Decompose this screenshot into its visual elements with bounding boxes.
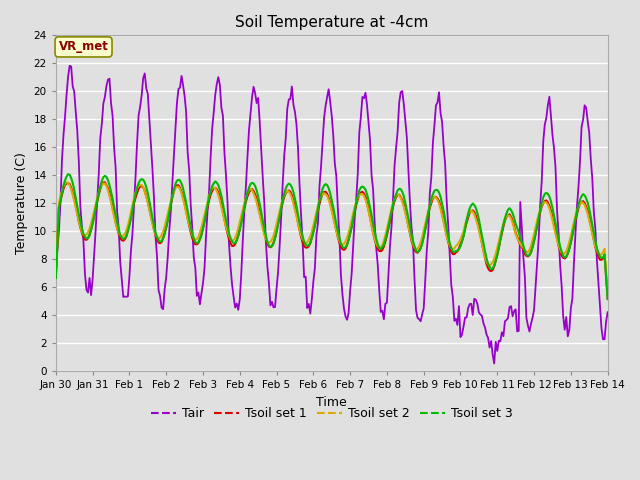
Tair bbox=[398, 88, 406, 94]
Tair bbox=[540, 139, 547, 144]
Tair bbox=[52, 271, 60, 277]
Tsoil set 1 bbox=[52, 275, 60, 281]
Tair bbox=[386, 243, 394, 249]
Tsoil set 2 bbox=[604, 292, 611, 298]
Tsoil set 1 bbox=[386, 218, 394, 224]
Tair bbox=[66, 63, 74, 69]
Line: Tsoil set 3: Tsoil set 3 bbox=[56, 174, 607, 299]
Tsoil set 3 bbox=[64, 171, 72, 177]
Tsoil set 2 bbox=[69, 192, 77, 198]
Tsoil set 3 bbox=[538, 200, 545, 206]
Tsoil set 2 bbox=[398, 199, 406, 205]
Legend: Tair, Tsoil set 1, Tsoil set 2, Tsoil set 3: Tair, Tsoil set 1, Tsoil set 2, Tsoil se… bbox=[146, 402, 518, 425]
Tsoil set 2 bbox=[368, 223, 376, 229]
Tsoil set 3 bbox=[52, 275, 60, 281]
Tsoil set 3 bbox=[604, 296, 611, 302]
Y-axis label: Temperature (C): Temperature (C) bbox=[15, 152, 28, 254]
Tsoil set 2 bbox=[52, 272, 60, 277]
Tsoil set 2 bbox=[63, 180, 70, 185]
Tair bbox=[368, 173, 376, 179]
Title: Soil Temperature at -4cm: Soil Temperature at -4cm bbox=[235, 15, 428, 30]
X-axis label: Time: Time bbox=[316, 396, 347, 408]
Tsoil set 3 bbox=[368, 212, 376, 217]
Tsoil set 1 bbox=[67, 185, 75, 191]
Text: VR_met: VR_met bbox=[59, 40, 108, 53]
Tair bbox=[69, 84, 77, 89]
Tsoil set 2 bbox=[156, 235, 164, 240]
Tsoil set 1 bbox=[538, 204, 545, 210]
Tsoil set 3 bbox=[156, 239, 164, 245]
Tair bbox=[156, 293, 164, 299]
Line: Tsoil set 1: Tsoil set 1 bbox=[56, 182, 607, 298]
Tsoil set 1 bbox=[368, 222, 376, 228]
Tair bbox=[490, 360, 498, 366]
Line: Tair: Tair bbox=[56, 66, 607, 363]
Tair bbox=[604, 309, 611, 315]
Tsoil set 3 bbox=[386, 216, 394, 222]
Tsoil set 2 bbox=[538, 203, 545, 208]
Tsoil set 3 bbox=[398, 189, 406, 194]
Tsoil set 1 bbox=[156, 240, 164, 246]
Line: Tsoil set 2: Tsoil set 2 bbox=[56, 182, 607, 295]
Tsoil set 3 bbox=[69, 180, 77, 186]
Tsoil set 1 bbox=[604, 295, 611, 301]
Tsoil set 1 bbox=[398, 197, 406, 203]
Tsoil set 1 bbox=[101, 180, 109, 185]
Tsoil set 2 bbox=[386, 212, 394, 218]
